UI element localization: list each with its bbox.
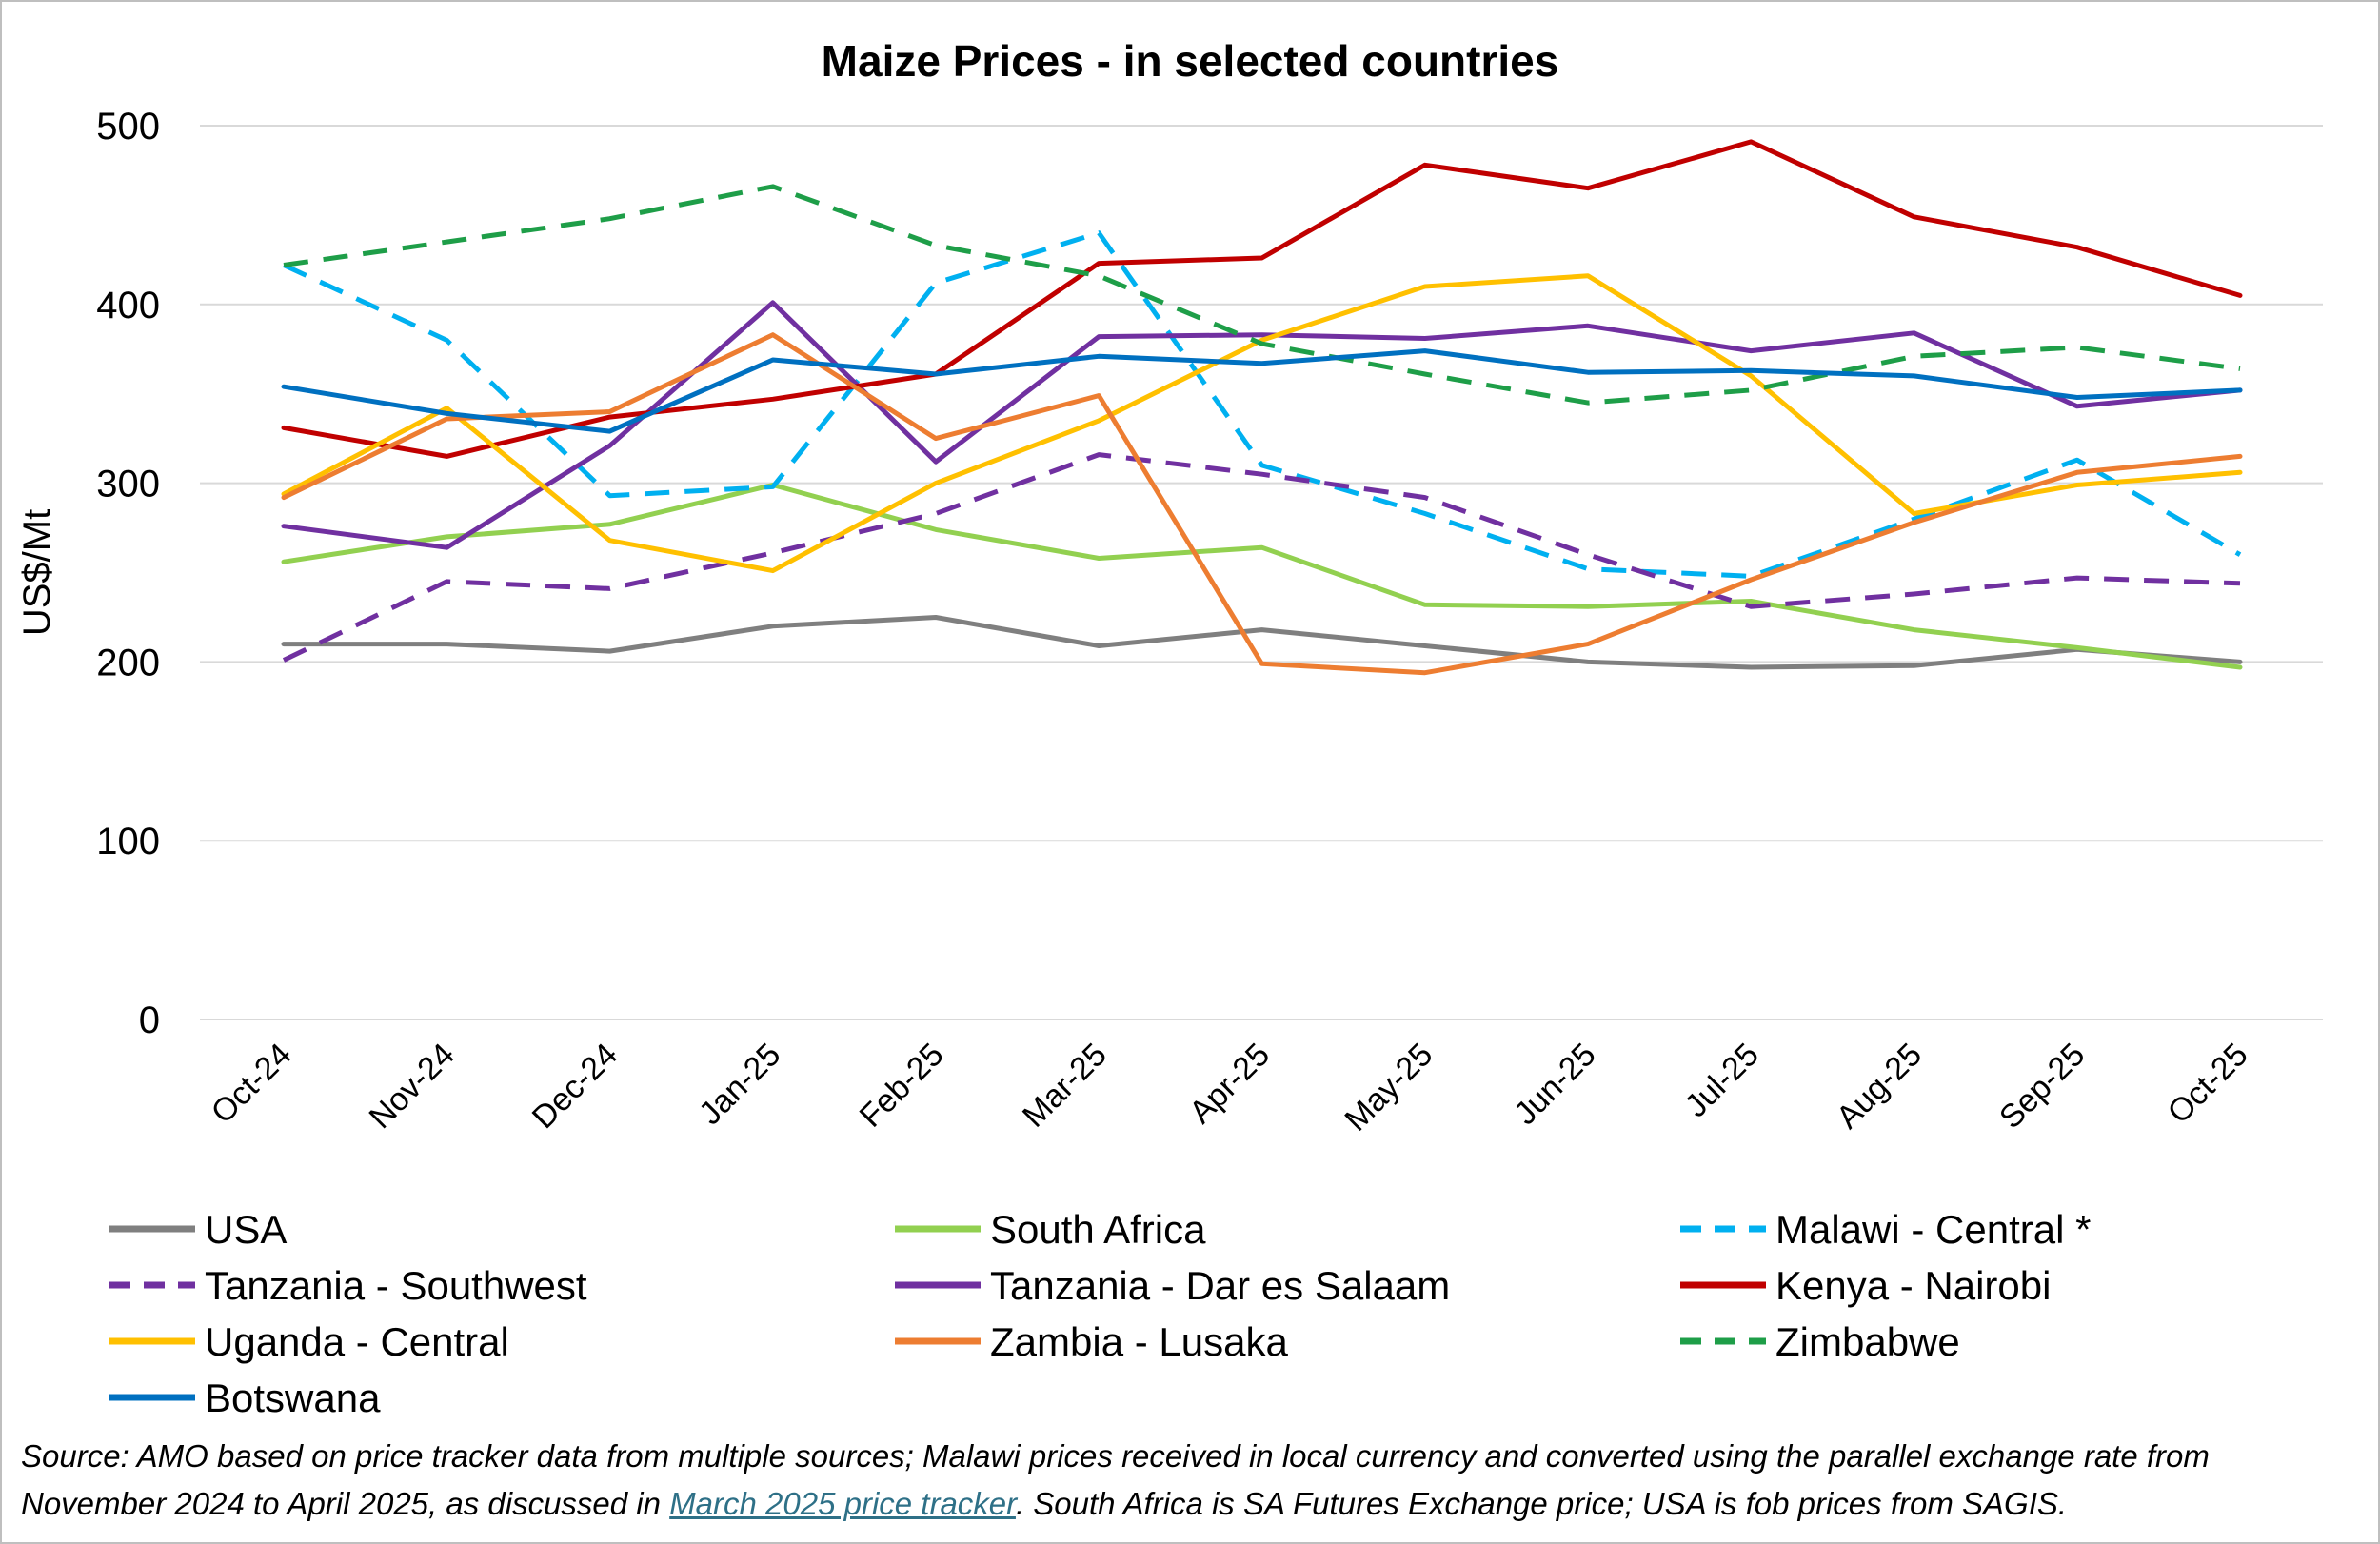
legend-label: Zambia - Lusaka	[990, 1319, 1288, 1364]
source-footnote: Source: AMO based on price tracker data …	[21, 1433, 2363, 1528]
maize-price-chart: Maize Prices - in selected countries 0 10…	[16, 36, 2323, 1420]
series-line-south-africa	[281, 483, 2243, 670]
y-axis-ticks: 0 100 200 300 400 500	[96, 106, 160, 1041]
x-tick-label: Jul-25	[1678, 1037, 1766, 1124]
legend-item-tanzania-dar-es-salaam: Tanzania - Dar es Salaam	[895, 1263, 1450, 1308]
y-tick-label: 500	[96, 106, 160, 148]
x-axis-ticks: Oct-24 Nov-24 Dec-24 Jan-25 Feb-25 Mar-25 Apr-…	[205, 1037, 2255, 1138]
x-tick-label: Jun-25	[1507, 1037, 1602, 1132]
price-tracker-link[interactable]: March 2025 price tracker	[669, 1486, 1016, 1521]
legend-item-malawi-central: Malawi - Central *	[1680, 1207, 2091, 1252]
legend-item-usa: USA	[109, 1207, 287, 1252]
x-tick-label: Jan-25	[692, 1037, 787, 1132]
y-tick-label: 0	[139, 1000, 160, 1041]
legend-item-kenya-nairobi: Kenya - Nairobi	[1680, 1263, 2051, 1308]
y-tick-label: 100	[96, 821, 160, 862]
footnote-text-end: . South Africa is SA Futures Exchange pr…	[1015, 1486, 2068, 1521]
legend-label: Botswana	[205, 1376, 381, 1420]
legend-label: Tanzania - Southwest	[205, 1263, 587, 1308]
legend-item-zambia-lusaka: Zambia - Lusaka	[895, 1319, 1288, 1364]
x-tick-label: Nov-24	[363, 1037, 462, 1136]
legend-label: USA	[205, 1207, 287, 1252]
y-tick-label: 200	[96, 642, 160, 683]
x-tick-label: May-25	[1338, 1037, 1439, 1138]
x-tick-label: Dec-24	[526, 1037, 625, 1136]
y-axis-label: US$/Mt	[16, 509, 58, 636]
series-line-uganda-central	[281, 273, 2243, 574]
legend-label: Kenya - Nairobi	[1775, 1263, 2051, 1308]
legend-item-south-africa: South Africa	[895, 1207, 1206, 1252]
series-line-usa	[281, 615, 2243, 670]
series-line-tanzania-dar-es-salaam	[281, 300, 2243, 550]
legend: USA South Africa Malawi - Central * Tanzani…	[109, 1207, 2091, 1420]
x-tick-label: Aug-25	[1830, 1037, 1929, 1136]
chart-title: Maize Prices - in selected countries	[822, 36, 1559, 86]
series-line-kenya-nairobi	[281, 139, 2243, 459]
legend-label: Tanzania - Dar es Salaam	[990, 1263, 1450, 1308]
series-line-tanzania-southwest	[282, 452, 2241, 663]
legend-item-tanzania-southwest: Tanzania - Southwest	[109, 1263, 587, 1308]
series-line-malawi-central	[282, 230, 2242, 579]
legend-label: Malawi - Central *	[1775, 1207, 2091, 1252]
legend-label: Uganda - Central	[205, 1319, 509, 1364]
legend-label: Zimbabwe	[1775, 1319, 1960, 1364]
series-lines	[281, 139, 2243, 676]
y-tick-label: 300	[96, 464, 160, 505]
footnote-text-start: Source: AMO based on price tracker data …	[21, 1438, 2210, 1521]
legend-label: South Africa	[990, 1207, 1206, 1252]
legend-item-botswana: Botswana	[109, 1376, 381, 1420]
legend-item-uganda-central: Uganda - Central	[109, 1319, 509, 1364]
x-tick-label: Oct-25	[2161, 1037, 2255, 1131]
series-line-zimbabwe	[283, 184, 2241, 406]
x-tick-label: Oct-24	[205, 1037, 299, 1131]
series-line-botswana	[281, 348, 2243, 434]
x-tick-label: Sep-25	[1993, 1037, 2092, 1136]
legend-item-zimbabwe: Zimbabwe	[1680, 1319, 1960, 1364]
y-tick-label: 400	[96, 285, 160, 327]
x-tick-label: Apr-25	[1182, 1037, 1277, 1131]
x-tick-label: Mar-25	[1016, 1037, 1114, 1135]
series-line-zambia-lusaka	[281, 332, 2243, 676]
x-tick-label: Feb-25	[853, 1037, 951, 1135]
